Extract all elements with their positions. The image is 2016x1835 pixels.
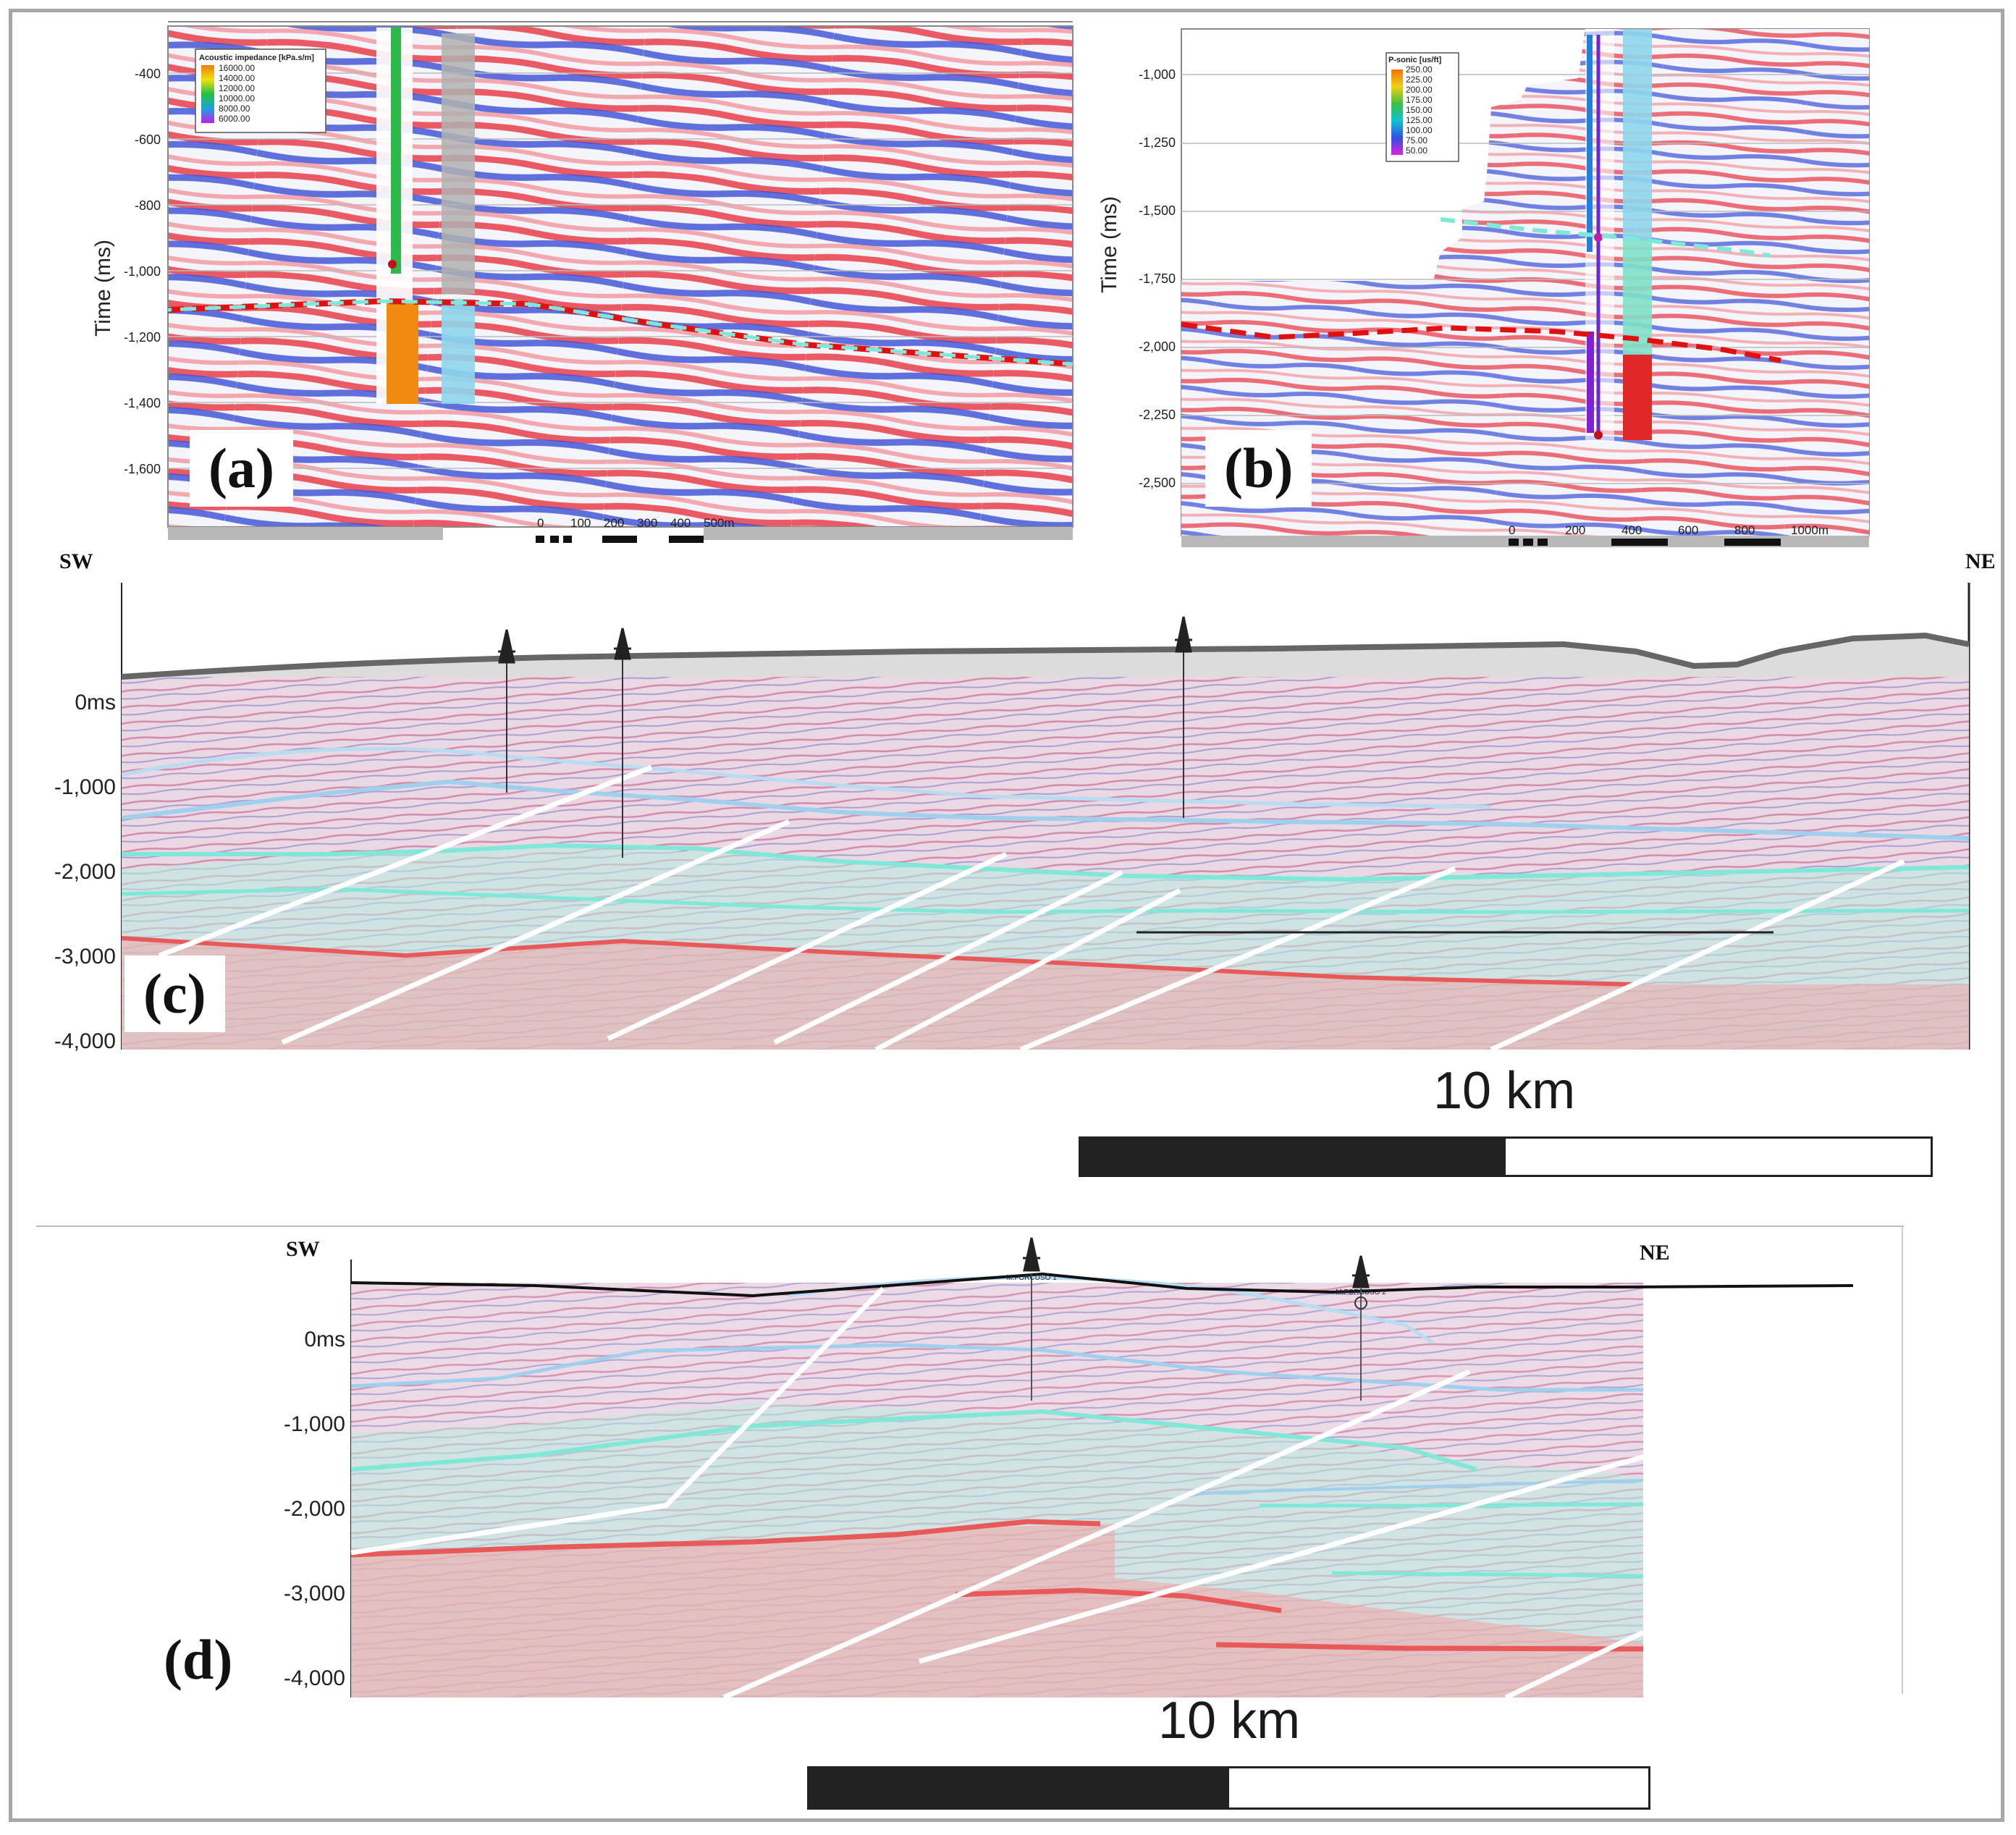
well-derrick-icon (1352, 1255, 1370, 1288)
legend-value: 200.00 (1406, 85, 1433, 95)
scalebar-tick-label: 1000m (1791, 523, 1829, 537)
scalebar-tick-label: 200 (1565, 523, 1585, 537)
legend-value: 250.00 (1406, 64, 1433, 75)
panel-c-scalebar (1079, 1136, 1933, 1177)
y-tick-label: -400 (135, 67, 161, 81)
panel-d-ne-label: NE (1640, 1241, 1670, 1265)
legend-value: 50.00 (1406, 145, 1427, 156)
scalebar-tick-label: 100 (570, 516, 591, 530)
panel-c-seismic-cross-section: SW NE 0ms -1,000 -2,000 -3,000 -4,000 (54, 550, 1996, 1053)
legend-value: 8000.00 (219, 104, 250, 114)
panel-a-label: (a) (190, 430, 293, 507)
well-label-1: M.FORCUSO 1 (1006, 1274, 1057, 1282)
y-tick-label: -1,000 (54, 775, 116, 799)
well-derrick-icon (1023, 1237, 1040, 1272)
panel-c-sw-label: SW (59, 550, 93, 573)
panel-d-label: (d) (164, 1628, 233, 1691)
y-tick-label: -1,750 (1139, 271, 1176, 286)
scalebar-tick-label: 600 (1678, 523, 1698, 537)
y-tick-label: -1,000 (1139, 67, 1176, 82)
y-tick-label: -800 (135, 198, 161, 213)
y-tick-label: -2,000 (1139, 339, 1176, 354)
panel-d-seismic-cross-section: SW NE M.FORCUSO 1 M.FORCUSO 2 0ms -1,000 -… (36, 1226, 1904, 1700)
y-tick-label: -1,500 (1139, 203, 1176, 218)
panel-d-sw-label: SW (286, 1237, 320, 1261)
scalebar-tick-label: 500m (704, 516, 735, 530)
legend-b-title: P-sonic [us/ft] (1388, 56, 1442, 64)
scalebar-tick-label: 0 (537, 516, 544, 530)
legend-a-title: Acoustic impedance [kPa.s/m] (199, 54, 314, 62)
scalebar-tick-label: 400 (1621, 523, 1642, 537)
panel-c-ne-label: NE (1965, 550, 1996, 573)
panel-b-label: (b) (1205, 430, 1312, 507)
legend-value: 16000.00 (219, 63, 255, 73)
y-tick-label: -1,000 (124, 264, 161, 279)
y-tick-label: -4,000 (284, 1666, 345, 1690)
y-tick-label: -2,000 (54, 860, 116, 884)
panel-d-scalebar (807, 1766, 1650, 1810)
y-tick-label: -4,000 (54, 1029, 116, 1053)
y-axis-label-b: Time (ms) (1097, 196, 1121, 293)
y-tick-label: 0ms (75, 691, 116, 714)
legend-value: 14000.00 (219, 73, 255, 83)
y-tick-label: -1,600 (124, 462, 161, 476)
y-tick-label: -1,400 (124, 396, 161, 410)
y-tick-label: -600 (135, 132, 161, 147)
well-derrick-icon (498, 616, 1192, 664)
y-tick-label: -2,500 (1139, 476, 1176, 490)
panel-c-label: (c) (125, 956, 225, 1032)
legend-value: 6000.00 (219, 114, 250, 124)
well-label-2: M.FORCUSO 2 (1336, 1288, 1386, 1296)
y-tick-label: -1,000 (284, 1412, 345, 1436)
legend-value: 10000.00 (219, 93, 255, 104)
y-tick-label: 0ms (304, 1328, 345, 1351)
legend-value: 225.00 (1406, 75, 1433, 85)
y-tick-label: -2,000 (284, 1497, 345, 1521)
legend-value: 175.00 (1406, 95, 1433, 105)
panel-a-seismic-section: Acoustic impedance [kPa.s/m] 16000.00140… (91, 21, 1074, 543)
legend-value: 75.00 (1406, 135, 1427, 145)
scalebar-tick-label: 800 (1734, 523, 1755, 537)
panel-c-scale-label: 10 km (1433, 1062, 1576, 1120)
y-tick-label: -1,250 (1139, 135, 1176, 150)
y-axis-label-a: Time (ms) (91, 240, 115, 337)
figure-frame (9, 9, 2004, 1822)
scalebar-tick-label: 0 (1509, 523, 1515, 537)
y-tick-label: -1,200 (124, 330, 161, 345)
panel-d-scale-label: 10 km (1158, 1692, 1301, 1750)
scalebar-tick-label: 300 (637, 516, 657, 530)
legend-value: 125.00 (1406, 115, 1433, 125)
legend-value: 100.00 (1406, 125, 1433, 135)
legend-value: 12000.00 (219, 83, 255, 93)
legend-value: 150.00 (1406, 105, 1433, 115)
scalebar-tick-label: 400 (670, 516, 691, 530)
y-tick-label: -3,000 (284, 1582, 345, 1606)
y-tick-label: -3,000 (54, 945, 116, 969)
scalebar-tick-label: 200 (604, 516, 624, 530)
y-tick-label: -2,250 (1139, 408, 1176, 422)
